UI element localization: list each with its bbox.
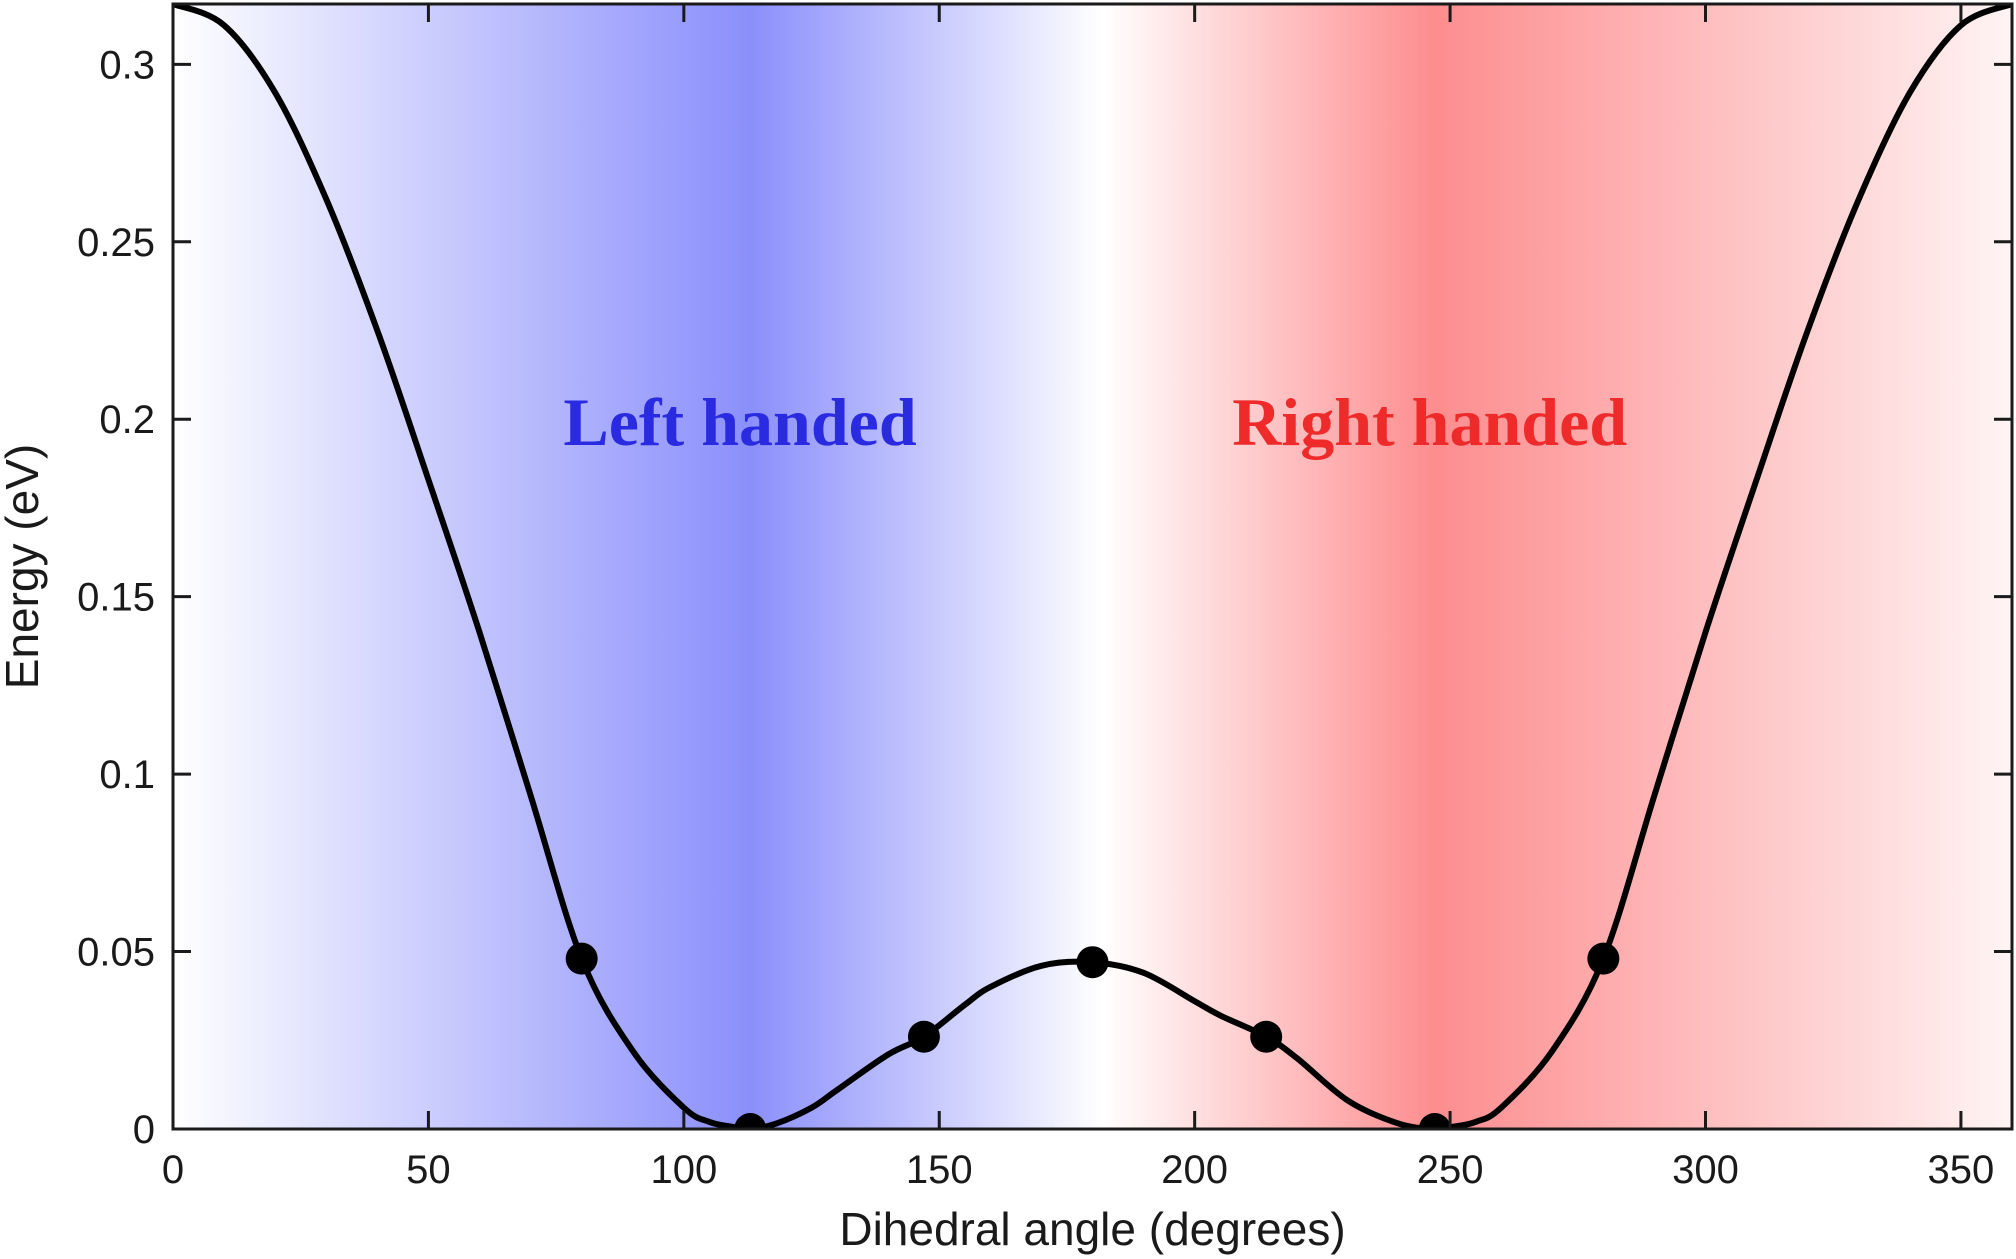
marker-points (565, 942, 1620, 1129)
marker-point (565, 942, 598, 975)
y-tick-label: 0 (133, 1108, 155, 1152)
y-tick-label: 0.25 (77, 221, 155, 265)
plot-background (173, 4, 2012, 1129)
x-tick-label: 300 (1672, 1148, 1739, 1192)
x-axis: 0 50 100 150 200 250 300 350 (162, 4, 1994, 1192)
x-tick-label: 50 (406, 1148, 451, 1192)
marker-point (1587, 942, 1620, 975)
y-tick-label: 0.05 (77, 931, 155, 975)
left-handed-annotation: Left handed (563, 384, 916, 460)
y-axis-title: Energy (eV) (0, 444, 48, 689)
y-tick-label: 0.2 (99, 398, 155, 442)
x-tick-label: 350 (1928, 1148, 1995, 1192)
plot-frame (171, 2, 2014, 1131)
x-tick-label: 200 (1161, 1148, 1228, 1192)
y-axis: 0 0.05 0.1 0.15 0.2 0.25 0.3 (77, 43, 2012, 1152)
plot-area (173, 4, 2012, 1129)
y-tick-label: 0.1 (99, 753, 155, 797)
y-tick-label: 0.3 (99, 43, 155, 87)
marker-point (1250, 1020, 1283, 1053)
x-tick-label: 150 (906, 1148, 973, 1192)
x-axis-title: Dihedral angle (degrees) (839, 1203, 1345, 1255)
energy-curve-line (173, 4, 2012, 1129)
marker-point (907, 1020, 940, 1053)
marker-point (734, 1113, 767, 1129)
y-tick-label: 0.15 (77, 576, 155, 620)
marker-point (1418, 1113, 1451, 1129)
x-tick-label: 0 (162, 1148, 184, 1192)
x-tick-label: 250 (1417, 1148, 1484, 1192)
marker-point (1076, 946, 1109, 979)
right-handed-annotation: Right handed (1232, 384, 1627, 460)
x-tick-label: 100 (650, 1148, 717, 1192)
